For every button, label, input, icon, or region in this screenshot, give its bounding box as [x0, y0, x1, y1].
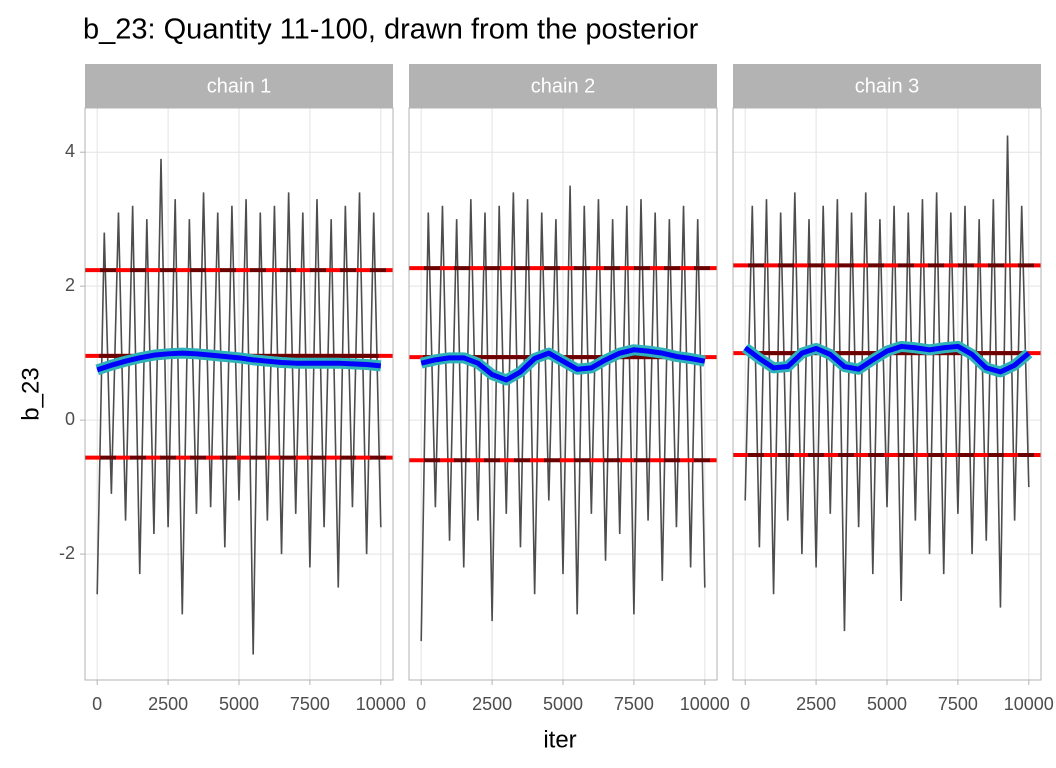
- x-tick-label: 10000: [356, 694, 406, 714]
- y-tick-label: 0: [65, 409, 75, 429]
- x-tick-label: 10000: [1004, 694, 1054, 714]
- x-axis-label: iter: [543, 726, 576, 753]
- x-tick-label: 2500: [472, 694, 512, 714]
- x-tick-label: 0: [416, 694, 426, 714]
- strip: [409, 64, 717, 108]
- x-tick-label: 5000: [543, 694, 583, 714]
- strip: [85, 64, 393, 108]
- smooth-line: [420, 347, 706, 383]
- x-tick-label: 2500: [148, 694, 188, 714]
- x-tick-label: 7500: [290, 694, 330, 714]
- x-tick-label: 7500: [614, 694, 654, 714]
- panel-border: [84, 107, 394, 681]
- chart-title: b_23: Quantity 11-100, drawn from the po…: [83, 14, 699, 46]
- y-tick-label: -2: [59, 543, 75, 563]
- y-tick-label: 2: [65, 275, 75, 295]
- strip: [733, 64, 1041, 108]
- x-tick-label: 7500: [938, 694, 978, 714]
- strip-label: chain 1: [207, 75, 272, 97]
- trace-line: [744, 135, 1030, 632]
- y-axis-label: b_23: [17, 367, 44, 420]
- panel-border: [732, 107, 1042, 681]
- x-tick-label: 10000: [680, 694, 730, 714]
- trace-line: [420, 185, 706, 642]
- x-tick-label: 0: [92, 694, 102, 714]
- y-tick-label: 4: [65, 141, 75, 161]
- smooth-line: [743, 343, 1031, 375]
- x-tick-label: 5000: [867, 694, 907, 714]
- x-tick-label: 5000: [219, 694, 259, 714]
- strip-label: chain 2: [531, 75, 596, 97]
- smooth-line: [96, 350, 382, 373]
- trace-line: [96, 158, 382, 655]
- x-tick-label: 2500: [796, 694, 836, 714]
- strip-label: chain 3: [855, 75, 920, 97]
- x-tick-label: 0: [740, 694, 750, 714]
- panel-border: [408, 107, 718, 681]
